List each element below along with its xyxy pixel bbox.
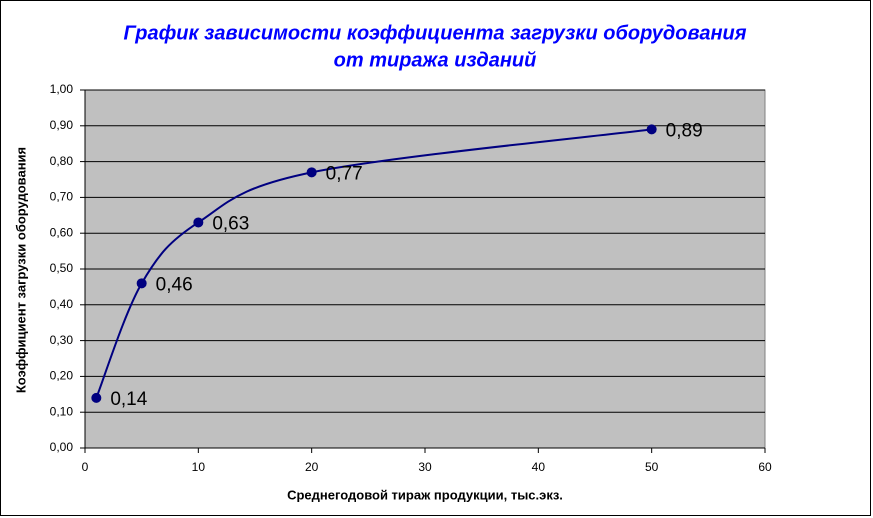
data-label: 0,89 <box>666 120 703 141</box>
data-point <box>306 167 317 178</box>
y-tick-label: 0,20 <box>50 369 74 383</box>
y-tick-label: 1,00 <box>50 82 74 96</box>
x-axis-label: Среднегодовой тираж продукции, тыс.экз. <box>287 487 563 502</box>
x-tick-label: 40 <box>532 460 546 474</box>
y-tick-label: 0,90 <box>50 118 74 132</box>
y-axis-label: Коэффициент загрузки оборудования <box>13 147 28 393</box>
y-tick-label: 0,70 <box>50 190 74 204</box>
data-label: 0,46 <box>156 274 193 295</box>
y-tick-label: 0,50 <box>50 261 74 275</box>
data-label: 0,14 <box>110 389 147 410</box>
data-point <box>646 124 657 135</box>
data-label: 0,63 <box>212 213 249 234</box>
chart-title: от тиража изданий <box>334 49 537 71</box>
x-tick-label: 20 <box>305 460 319 474</box>
x-tick-label: 0 <box>82 460 89 474</box>
x-tick-label: 50 <box>645 460 659 474</box>
x-tick-label: 10 <box>192 460 206 474</box>
data-point <box>91 392 102 403</box>
x-tick-label: 30 <box>418 460 432 474</box>
data-point <box>193 217 204 228</box>
data-point <box>136 278 147 289</box>
y-tick-label: 0,60 <box>50 225 74 239</box>
data-label: 0,77 <box>326 163 363 184</box>
y-tick-label: 0,00 <box>50 440 74 454</box>
chart-title: График зависимости коэффициента загрузки… <box>123 22 746 44</box>
y-tick-label: 0,10 <box>50 404 74 418</box>
x-tick-label: 60 <box>758 460 772 474</box>
series-line <box>95 128 652 399</box>
y-tick-label: 0,80 <box>50 154 74 168</box>
y-tick-label: 0,30 <box>50 333 74 347</box>
y-tick-label: 0,40 <box>50 297 74 311</box>
